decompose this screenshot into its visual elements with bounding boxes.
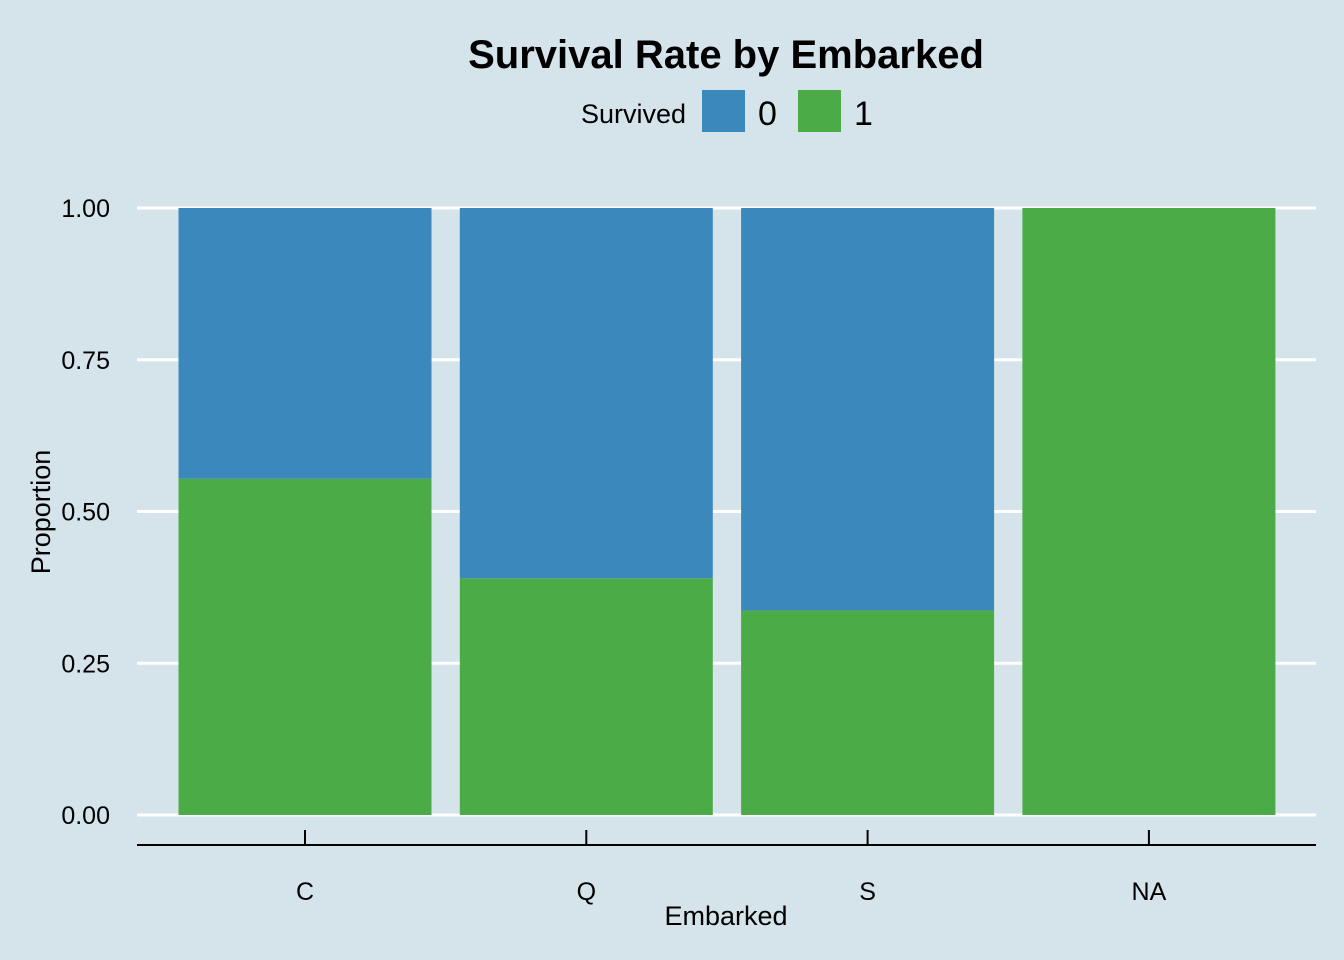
bar-segment-Q-0: [459, 208, 713, 579]
x-tick-label: C: [296, 878, 314, 906]
chart-title: Survival Rate by Embarked: [468, 33, 984, 77]
bar-segment-C-1: [178, 478, 432, 815]
y-axis-label: Proportion: [26, 450, 56, 575]
y-tick-label: 0.50: [61, 499, 110, 527]
bar-segment-C-0: [178, 208, 432, 479]
legend-key-0: [702, 90, 745, 132]
y-tick-label: 1.00: [61, 195, 110, 223]
x-axis-label: Embarked: [664, 901, 787, 931]
legend-label: 1: [854, 95, 873, 133]
x-tick-label: S: [859, 878, 876, 906]
x-tick-label: NA: [1132, 878, 1167, 906]
bar-segment-S-0: [741, 208, 995, 611]
legend-key-1: [798, 90, 841, 132]
x-tick-label: Q: [577, 878, 596, 906]
bar-segment-NA-1: [1022, 208, 1276, 815]
bars: [178, 208, 1276, 815]
bar-segment-S-1: [741, 610, 995, 815]
legend: Survived 0 1: [581, 90, 873, 133]
y-tick-label: 0.00: [61, 802, 110, 830]
x-axis: C Q S NA: [137, 830, 1316, 906]
legend-title: Survived: [581, 99, 686, 129]
y-tick-label: 0.25: [61, 650, 110, 678]
legend-label: 0: [758, 95, 777, 133]
bar-segment-Q-1: [459, 578, 713, 815]
y-axis: 0.00 0.25 0.50 0.75 1.00: [61, 195, 110, 830]
y-tick-label: 0.75: [61, 347, 110, 375]
